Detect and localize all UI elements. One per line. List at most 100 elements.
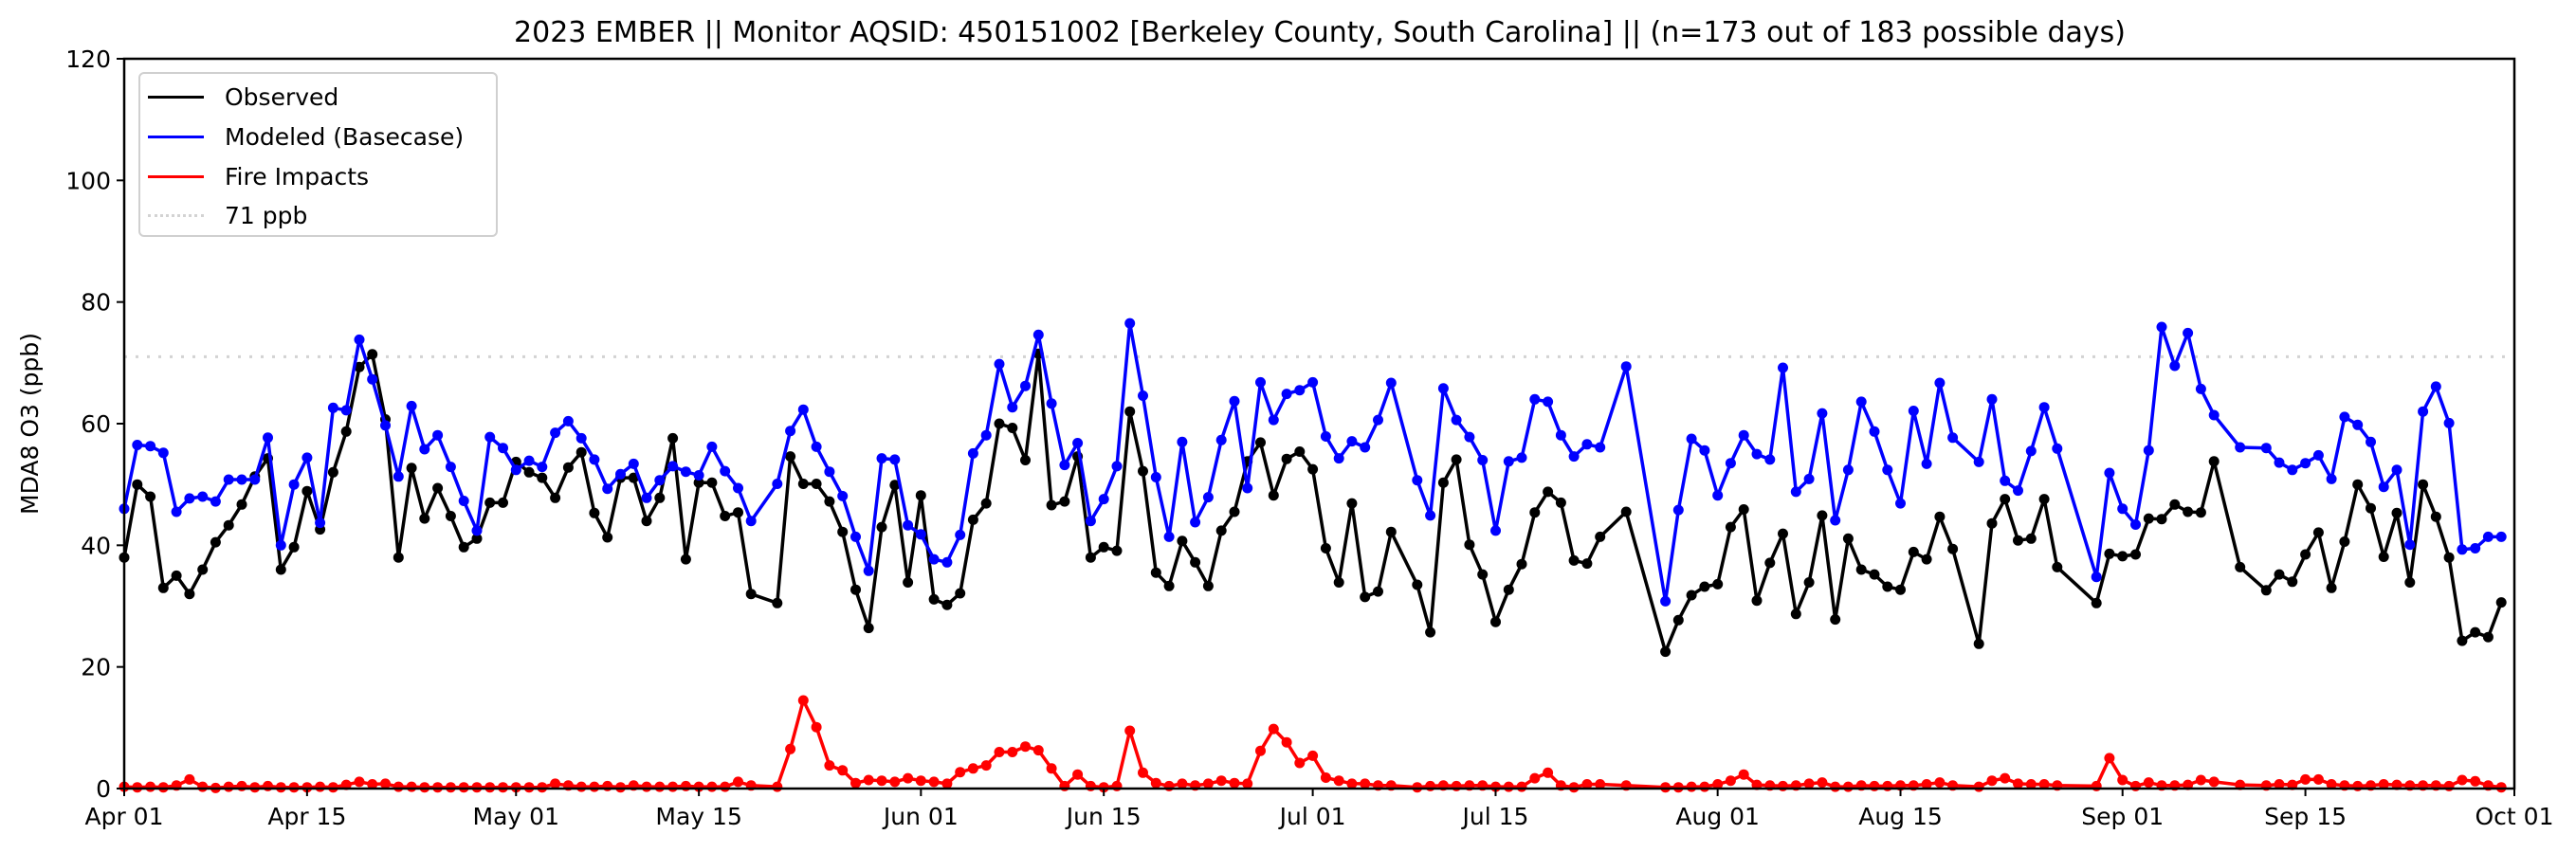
data-point-observed	[2482, 631, 2494, 643]
data-point-observed	[1007, 423, 1018, 433]
data-point-modeled	[537, 462, 548, 473]
data-point-modeled	[1385, 377, 1397, 389]
data-point-modeled	[1072, 438, 1084, 448]
data-point-modeled	[1934, 377, 1946, 389]
data-point-modeled	[471, 525, 483, 536]
data-point-modeled	[523, 455, 535, 466]
data-point-observed	[327, 466, 338, 478]
data-point-modeled	[327, 402, 338, 413]
data-point-fire	[132, 782, 143, 793]
data-point-observed	[2366, 502, 2376, 514]
data-point-observed	[2183, 506, 2194, 517]
data-point-fire	[641, 781, 652, 792]
data-point-observed	[484, 497, 496, 508]
data-point-fire	[432, 782, 444, 793]
data-point-modeled	[1190, 517, 1201, 528]
data-point-modeled	[2300, 458, 2311, 469]
legend-label-threshold: 71 ppb	[225, 201, 308, 229]
data-point-modeled	[1020, 380, 1031, 391]
data-point-fire	[863, 774, 874, 786]
data-point-modeled	[406, 400, 417, 411]
data-point-modeled	[850, 531, 861, 542]
data-point-observed	[1385, 526, 1397, 537]
data-point-modeled	[1085, 516, 1096, 527]
data-point-observed	[1451, 454, 1462, 465]
data-point-observed	[1138, 465, 1148, 477]
data-point-modeled	[615, 468, 626, 480]
data-point-modeled	[2025, 445, 2037, 457]
data-point-fire	[1712, 779, 1724, 789]
data-point-observed	[2260, 585, 2272, 596]
data-point-modeled	[1046, 398, 1057, 409]
data-point-fire	[1568, 782, 1580, 793]
y-tick-label: 80	[81, 289, 111, 317]
data-point-modeled	[1921, 458, 1932, 469]
data-point-modeled	[2195, 383, 2206, 394]
data-point-observed	[1986, 517, 1998, 529]
data-point-observed	[1555, 497, 1566, 508]
series-modeled	[119, 318, 2507, 607]
x-tick-label: Jul 01	[1278, 803, 1346, 830]
data-point-modeled	[824, 466, 835, 478]
data-point-fire	[1817, 777, 1828, 789]
data-point-fire	[1333, 775, 1344, 787]
data-point-modeled	[2156, 321, 2167, 333]
data-point-fire	[2117, 774, 2128, 786]
data-point-modeled	[1855, 396, 1867, 408]
data-point-fire	[2038, 779, 2050, 789]
data-point-modeled	[184, 493, 195, 504]
data-point-fire	[1046, 763, 1057, 774]
data-point-modeled	[889, 454, 901, 465]
y-tick-label: 0	[96, 775, 111, 803]
data-point-fire	[955, 767, 966, 778]
data-point-modeled	[1738, 429, 1749, 441]
data-point-modeled	[1764, 454, 1776, 465]
data-point-observed	[1320, 543, 1331, 554]
data-point-modeled	[2339, 411, 2350, 423]
data-point-observed	[1568, 554, 1580, 566]
data-point-fire	[1294, 757, 1306, 769]
data-point-fire	[720, 781, 731, 792]
data-point-fire	[2274, 779, 2285, 789]
data-point-observed	[210, 536, 221, 548]
data-point-fire	[1150, 777, 1161, 789]
data-point-modeled	[263, 432, 273, 444]
data-point-observed	[1778, 528, 1788, 539]
data-point-fire	[1595, 779, 1606, 789]
data-point-modeled	[210, 496, 221, 507]
data-point-modeled	[2038, 402, 2050, 413]
data-point-modeled	[1464, 431, 1475, 443]
data-point-observed	[1895, 584, 1906, 595]
data-point-modeled	[2418, 406, 2429, 417]
data-point-observed	[1764, 557, 1776, 569]
data-point-observed	[562, 462, 574, 473]
data-point-fire	[1360, 778, 1371, 789]
data-point-observed	[1672, 614, 1684, 626]
legend-label-fire: Fire Impacts	[225, 162, 370, 191]
data-point-observed	[498, 497, 508, 508]
data-point-fire	[1242, 778, 1253, 789]
data-point-modeled	[484, 431, 496, 443]
data-point-modeled	[1620, 361, 1632, 372]
data-point-observed	[367, 349, 378, 360]
data-point-observed	[1255, 437, 1266, 448]
data-point-modeled	[967, 447, 978, 459]
data-point-fire	[824, 760, 835, 771]
data-point-fire	[837, 765, 849, 776]
y-tick-label: 20	[81, 654, 111, 681]
x-tick-label: Jun 15	[1065, 803, 1142, 830]
data-point-observed	[1215, 525, 1227, 536]
data-point-observed	[641, 516, 652, 527]
data-point-observed	[1908, 546, 1919, 557]
data-point-modeled	[693, 470, 704, 481]
data-point-modeled	[2378, 481, 2389, 493]
data-point-fire	[2025, 779, 2037, 789]
y-tick-label: 120	[65, 45, 111, 73]
data-point-modeled	[2143, 445, 2154, 456]
data-point-observed	[1190, 556, 1201, 568]
data-point-observed	[2038, 494, 2050, 505]
data-point-modeled	[980, 429, 992, 441]
data-point-observed	[1085, 552, 1096, 563]
data-point-modeled	[1908, 406, 1919, 416]
data-point-modeled	[236, 474, 247, 485]
